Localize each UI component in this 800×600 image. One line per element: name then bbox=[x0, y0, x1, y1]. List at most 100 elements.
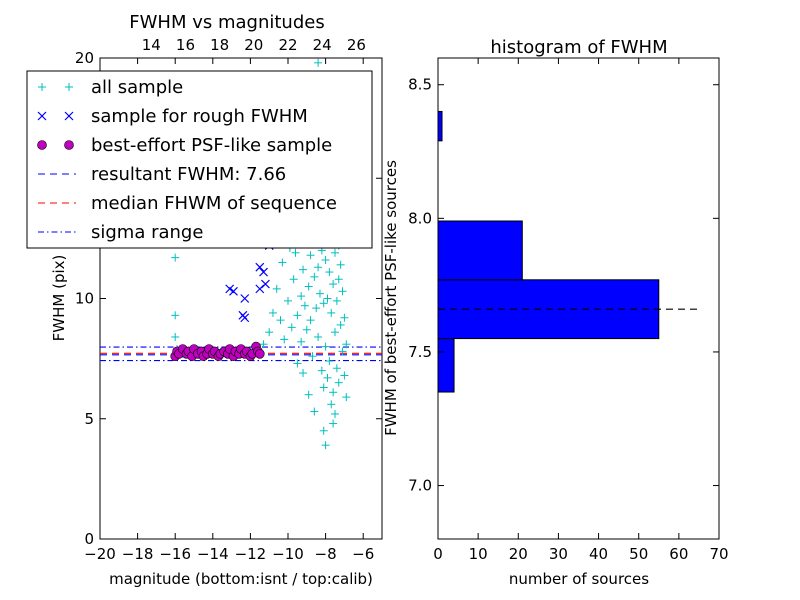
x-tick-label: 30 bbox=[549, 545, 568, 563]
histogram-title: histogram of FWHM bbox=[490, 37, 667, 58]
point bbox=[325, 268, 334, 277]
point bbox=[329, 388, 338, 397]
point bbox=[342, 393, 351, 402]
legend-label: sigma range bbox=[91, 222, 203, 243]
x-tick-label: −10 bbox=[272, 545, 304, 563]
top-x-tick-label: 14 bbox=[142, 36, 161, 54]
x-tick-label: −18 bbox=[122, 545, 154, 563]
point bbox=[321, 256, 330, 265]
point bbox=[254, 349, 265, 359]
x-tick-label: −20 bbox=[84, 545, 116, 563]
series-1 bbox=[225, 224, 274, 323]
point bbox=[171, 332, 180, 341]
point bbox=[327, 308, 336, 317]
point bbox=[314, 263, 323, 272]
point bbox=[229, 286, 238, 296]
point bbox=[280, 335, 289, 344]
legend-item: median FHWM of sequence bbox=[38, 193, 337, 214]
histogram-x-label: number of sources bbox=[509, 570, 649, 588]
histogram-x-ticks: 0 10 20 30 40 50 60 70 bbox=[433, 58, 729, 563]
point bbox=[310, 407, 319, 416]
point bbox=[240, 294, 250, 303]
x-tick-label: −16 bbox=[159, 545, 191, 563]
histogram-bar bbox=[437, 110, 443, 142]
point bbox=[321, 441, 330, 450]
legend-label: median FHWM of sequence bbox=[91, 193, 337, 214]
point bbox=[171, 311, 180, 320]
point bbox=[334, 378, 343, 387]
point bbox=[329, 280, 338, 289]
point bbox=[300, 301, 309, 310]
legend-marker bbox=[64, 140, 74, 150]
scatter-title: FWHM vs magnitudes bbox=[129, 12, 324, 33]
scatter-y-ticks: 05101520 bbox=[75, 49, 382, 548]
legend-marker bbox=[64, 111, 74, 121]
scatter-chart: −20−18−16−14−12−10−8−6 05101520 14161820… bbox=[26, 12, 383, 588]
scatter-series bbox=[170, 58, 351, 450]
x-tick-label: −8 bbox=[315, 545, 337, 563]
point bbox=[340, 313, 349, 322]
legend: all sample sample for rough FWHM best-effo… bbox=[26, 70, 373, 249]
x-tick-label: 20 bbox=[509, 545, 528, 563]
point bbox=[314, 58, 323, 67]
y-tick-label: 20 bbox=[75, 49, 94, 67]
legend-label: sample for rough FWHM bbox=[91, 106, 308, 127]
x-tick-label: 70 bbox=[709, 545, 728, 563]
x-tick-label: 60 bbox=[669, 545, 688, 563]
legend-item: all sample bbox=[38, 77, 183, 98]
point bbox=[306, 251, 315, 260]
legend-item: sample for rough FWHM bbox=[37, 106, 308, 127]
top-x-tick-label: 22 bbox=[278, 36, 297, 54]
point bbox=[340, 371, 349, 380]
point bbox=[319, 383, 328, 392]
scatter-x-label: magnitude (bottom:isnt / top:calib) bbox=[109, 570, 373, 588]
point bbox=[332, 296, 341, 305]
x-tick-label: 50 bbox=[629, 545, 648, 563]
histogram-chart: 0 10 20 30 40 50 60 70 7.0 7.5 8.0 8.5 histogram o… bbox=[382, 37, 729, 588]
x-tick-label: −14 bbox=[197, 545, 229, 563]
legend-marker bbox=[37, 111, 47, 121]
y-tick-label: 7.5 bbox=[408, 343, 432, 361]
point bbox=[329, 419, 338, 428]
point bbox=[289, 275, 298, 284]
legend-label: all sample bbox=[91, 77, 183, 98]
y-tick-label: 7.0 bbox=[408, 477, 432, 495]
point bbox=[334, 275, 343, 284]
point bbox=[276, 316, 285, 325]
point bbox=[284, 296, 292, 305]
top-x-tick-label: 24 bbox=[313, 36, 332, 54]
legend-marker bbox=[37, 140, 47, 150]
point bbox=[259, 340, 268, 349]
point bbox=[259, 267, 268, 277]
point bbox=[336, 260, 345, 269]
point bbox=[327, 400, 336, 409]
top-x-tick-label: 16 bbox=[176, 36, 195, 54]
x-tick-label: −6 bbox=[352, 545, 374, 563]
point bbox=[306, 316, 315, 325]
histogram-y-ticks: 7.0 7.5 8.0 8.5 bbox=[408, 76, 719, 495]
point bbox=[331, 409, 339, 418]
y-tick-label: 5 bbox=[84, 410, 94, 428]
point bbox=[297, 337, 306, 346]
point bbox=[319, 426, 328, 435]
point bbox=[338, 287, 347, 296]
point bbox=[308, 352, 317, 361]
top-x-tick-label: 26 bbox=[347, 36, 366, 54]
point bbox=[325, 357, 334, 366]
legend-label: resultant FWHM: 7.66 bbox=[91, 164, 286, 185]
point bbox=[331, 248, 339, 257]
point bbox=[304, 390, 313, 399]
point bbox=[302, 325, 311, 334]
legend-item: resultant FWHM: 7.66 bbox=[38, 164, 286, 185]
point bbox=[323, 294, 332, 303]
point bbox=[321, 342, 330, 351]
y-tick-label: 0 bbox=[84, 530, 94, 548]
scatter-top-ticks: 14 16 18 20 22 24 26 bbox=[142, 36, 366, 54]
point bbox=[331, 328, 339, 337]
histogram-bar bbox=[437, 220, 523, 281]
scatter-hlines bbox=[100, 346, 382, 362]
point bbox=[171, 253, 180, 262]
legend-box bbox=[26, 70, 373, 249]
legend-item: best-effort PSF-like sample bbox=[37, 135, 332, 156]
